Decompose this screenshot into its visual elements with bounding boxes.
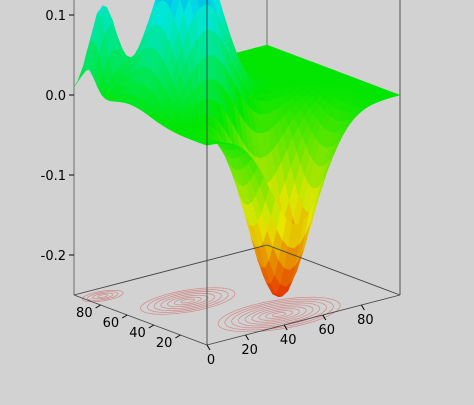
box-edge-front-2 [206,294,401,346]
z-tick-label: 0.1 [45,9,66,24]
floor-contour-0-6 [146,289,229,313]
x-tick [245,334,250,341]
floor-contour-0-7 [140,287,236,315]
surface-cell [389,93,401,97]
axis-ticks [69,14,365,351]
x-tick-label: 20 [241,343,258,358]
x-tick [360,304,365,311]
z-tick-label: 0.0 [45,89,66,104]
box-edge-front-3 [73,294,208,346]
z-tick-label: -0.1 [41,169,66,184]
y-tick-label: 20 [156,336,173,351]
floor-contour-0-1 [180,298,195,304]
z-tick-label: -0.2 [41,249,66,264]
box-edge-front-5 [73,244,268,296]
floor-contour-2-5 [244,304,314,325]
x-tick [322,314,327,321]
floor-contour-1-1 [97,294,109,298]
surface-cell [73,65,84,88]
bounding-box-front [73,0,401,346]
y-tick-label: 80 [76,306,93,321]
y-tick [95,304,101,309]
y-tick [121,314,128,319]
surface-cell [150,0,158,16]
floor-contour-0-3 [167,294,209,308]
y-tick-label: 40 [129,326,146,341]
floor-contour-2-7 [231,300,327,329]
surface-cell [158,0,164,3]
floor-contours [82,287,341,333]
floor-contour-2-3 [258,308,300,321]
floor-contour-2-2 [265,310,293,319]
floor-contour-0-5 [153,291,222,311]
x-tick-label: 80 [357,313,374,328]
x-tick [283,324,288,331]
x-tick-label: 40 [280,333,297,348]
floor-contour-2-1 [271,312,287,317]
x-tick-label: 0 [207,353,215,368]
floor-contour-1-3 [87,291,119,301]
floor-contour-2-4 [251,306,307,323]
y-tick [175,334,181,339]
surface-mesh [73,0,401,298]
box-edge-front-4 [266,244,401,296]
surface-cell [162,0,168,3]
surface-cell [154,0,160,8]
floor-contour-0-4 [160,293,216,309]
floor-contour-0-2 [173,296,202,306]
y-tick [148,324,155,329]
floor-contour-2-9 [217,296,341,333]
floor-contour-2-8 [224,298,334,331]
y-tick-label: 60 [103,316,120,331]
surface-cell [166,0,174,10]
x-tick-label: 60 [319,323,336,338]
floor-contour-1-4 [82,289,124,303]
floor-contour-2-6 [238,302,321,327]
x-tick [206,344,211,351]
floor-contour-1-2 [92,292,114,300]
